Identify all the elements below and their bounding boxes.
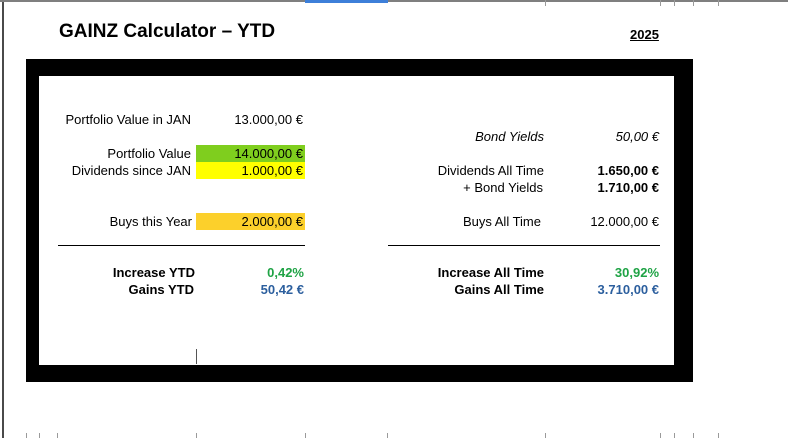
column-marker xyxy=(660,0,661,6)
calculator-panel xyxy=(39,76,674,365)
dividends-all-time-label: Dividends All Time xyxy=(437,163,544,178)
dividends-since-jan-value: 1.000,00 € xyxy=(241,163,303,178)
portfolio-value-cell[interactable]: 14.000,00 € xyxy=(196,145,305,162)
column-marker xyxy=(660,433,661,438)
plus-bond-yields-label: + Bond Yields xyxy=(463,180,543,195)
increase-ytd-value[interactable]: 0,42% xyxy=(267,265,304,280)
ytd-divider xyxy=(58,245,305,246)
column-marker xyxy=(545,433,546,438)
gains-all-time-value[interactable]: 3.710,00 € xyxy=(597,282,659,297)
sheet-title: GAINZ Calculator – YTD xyxy=(59,21,276,42)
buys-this-year-cell[interactable]: 2.000,00 € xyxy=(196,213,305,230)
plus-bond-yields-value[interactable]: 1.710,00 € xyxy=(597,180,659,195)
year-label: 2025 xyxy=(630,27,659,42)
column-marker xyxy=(718,433,719,438)
dividends-all-time-value[interactable]: 1.650,00 € xyxy=(597,163,659,178)
column-marker xyxy=(693,0,694,6)
column-marker xyxy=(305,433,306,438)
column-marker xyxy=(674,433,675,438)
buys-this-year-value: 2.000,00 € xyxy=(241,214,303,229)
column-marker xyxy=(545,0,546,6)
portfolio-value-jan-label: Portfolio Value in JAN xyxy=(65,112,192,127)
gains-ytd-value[interactable]: 50,42 € xyxy=(260,282,304,297)
top-border xyxy=(0,0,788,2)
column-marker xyxy=(39,433,40,438)
increase-ytd-label: Increase YTD xyxy=(112,265,195,280)
dividends-since-jan-cell[interactable]: 1.000,00 € xyxy=(196,162,305,179)
dividends-since-jan-label: Dividends since JAN xyxy=(71,163,191,178)
buys-all-time-label: Buys All Time xyxy=(462,214,541,229)
text-cursor xyxy=(196,349,197,364)
bond-yields-label: Bond Yields xyxy=(475,129,544,144)
gains-ytd-label: Gains YTD xyxy=(128,282,194,297)
selected-column-indicator xyxy=(305,0,388,3)
bond-yields-value[interactable]: 50,00 € xyxy=(615,129,659,144)
portfolio-value-value: 14.000,00 € xyxy=(234,146,303,161)
column-marker xyxy=(196,433,197,438)
increase-all-time-value[interactable]: 30,92% xyxy=(614,265,659,280)
column-marker xyxy=(387,433,388,438)
portfolio-value-label: Portfolio Value xyxy=(107,146,191,161)
buys-all-time-value[interactable]: 12.000,00 € xyxy=(590,214,659,229)
portfolio-value-jan-value[interactable]: 13.000,00 € xyxy=(234,112,303,127)
all-time-divider xyxy=(388,245,660,246)
column-marker xyxy=(26,433,27,438)
buys-this-year-label: Buys this Year xyxy=(109,214,192,229)
gains-all-time-label: Gains All Time xyxy=(454,282,544,297)
column-marker xyxy=(693,433,694,438)
column-marker xyxy=(674,0,675,6)
increase-all-time-label: Increase All Time xyxy=(437,265,544,280)
left-border xyxy=(2,2,4,438)
column-marker xyxy=(718,0,719,6)
column-marker xyxy=(57,433,58,438)
